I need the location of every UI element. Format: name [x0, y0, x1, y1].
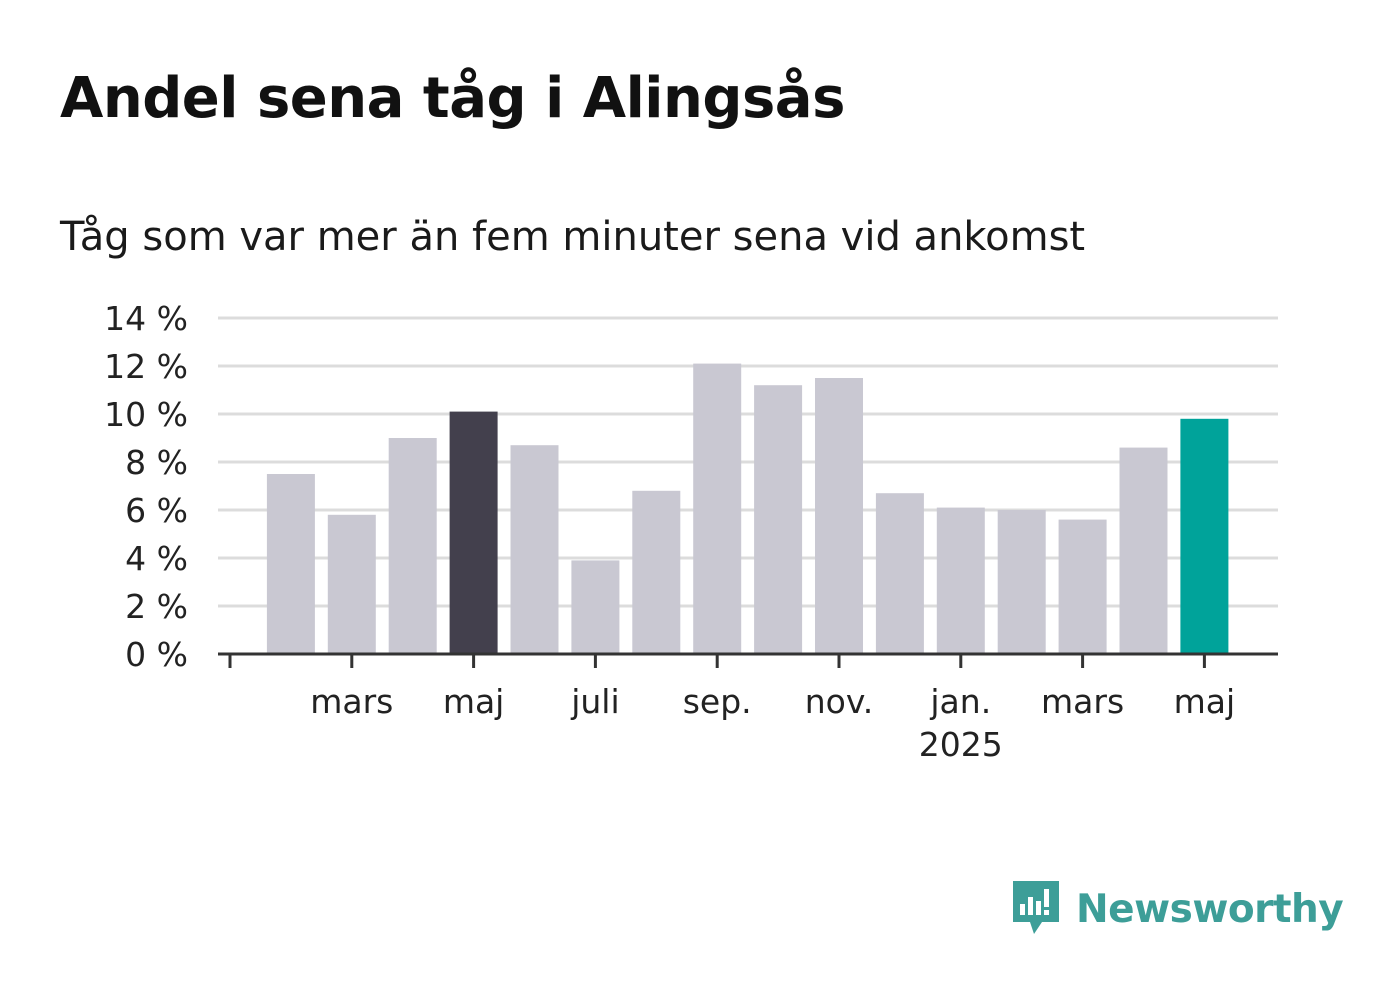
- x-tick-label: juli: [570, 682, 619, 721]
- x-tick-year-label: 2025: [919, 725, 1003, 764]
- x-tick-label: maj: [443, 682, 505, 721]
- bars: [266, 363, 1229, 654]
- y-tick-label: 14 %: [104, 299, 188, 338]
- y-tick-label: 6 %: [125, 491, 188, 530]
- x-tick-label: mars: [1041, 682, 1124, 721]
- x-axis-labels: mars maj juli sep. nov. jan. 2025 mars maj: [310, 682, 1235, 764]
- bar-2024-11: [815, 378, 863, 654]
- bar-2025-02: [997, 510, 1046, 654]
- y-tick-label: 0 %: [125, 635, 188, 674]
- chart-title: Andel sena tåg i Alingsås: [60, 66, 845, 131]
- bar-2024-03: [327, 514, 376, 654]
- bar-2024-08: [632, 490, 681, 654]
- y-tick-label: 12 %: [104, 347, 188, 386]
- chart-subtitle: Tåg som var mer än fem minuter sena vid …: [60, 214, 1086, 260]
- bar-2024-10: [754, 385, 803, 654]
- y-tick-label: 2 %: [125, 587, 188, 626]
- bar-2024-12: [875, 493, 924, 654]
- bar-2025-05: [1180, 418, 1229, 654]
- gridlines: [218, 316, 1278, 608]
- bar-2025-01: [936, 507, 985, 654]
- bar-2024-02: [266, 474, 315, 654]
- bar-2024-05: [449, 411, 498, 654]
- y-tick-label: 4 %: [125, 539, 188, 578]
- bar-2025-03: [1058, 519, 1107, 654]
- bar-2024-09: [693, 363, 742, 654]
- x-tick-label: sep.: [683, 682, 752, 721]
- y-tick-label: 10 %: [104, 395, 188, 434]
- brand-name: Newsworthy: [1076, 886, 1344, 932]
- newsworthy-logo-icon: [1013, 881, 1059, 934]
- y-axis-labels: 0 % 2 % 4 % 6 % 8 % 10 % 12 % 14 %: [104, 299, 188, 674]
- x-axis: [218, 652, 1278, 668]
- newsworthy-brand[interactable]: Newsworthy: [1010, 878, 1344, 940]
- y-tick-label: 8 %: [125, 443, 188, 482]
- x-tick-label: jan.: [929, 682, 991, 721]
- bar-2025-04: [1119, 447, 1168, 654]
- x-tick-label: maj: [1174, 682, 1236, 721]
- bar-2024-06: [510, 445, 559, 654]
- x-tick-label: nov.: [805, 682, 874, 721]
- bar-2024-07: [571, 560, 620, 654]
- bar-2024-04: [388, 438, 437, 654]
- x-tick-label: mars: [310, 682, 393, 721]
